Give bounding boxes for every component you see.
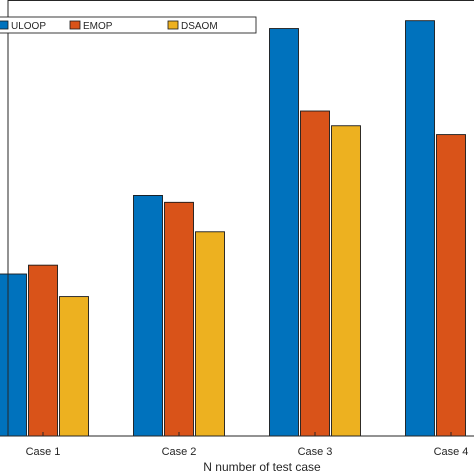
x-ticks: Case 1 Case 2 Case 3 Case 4 bbox=[26, 432, 469, 458]
bar-dsaom-case-1 bbox=[59, 296, 89, 437]
bar-emop-case-1 bbox=[28, 264, 58, 437]
legend-swatch-dsaom bbox=[167, 20, 179, 30]
bar-emop-case-2 bbox=[164, 201, 194, 437]
x-axis-label: N number of test case bbox=[203, 460, 321, 474]
x-tick-label: Case 2 bbox=[162, 446, 197, 458]
bar-uloop-case-2 bbox=[133, 195, 163, 437]
x-tick-label: Case 4 bbox=[434, 446, 469, 458]
axis-layer: Case 1 Case 2 Case 3 Case 4 bbox=[0, 0, 474, 458]
legend-box bbox=[0, 16, 257, 34]
legend-swatch-emop bbox=[69, 20, 81, 30]
legend-label-uloop: ULOOP bbox=[11, 21, 46, 32]
bar-emop-case-3 bbox=[300, 110, 330, 437]
x-tick-label: Case 3 bbox=[298, 446, 333, 458]
bar-uloop-case-3 bbox=[269, 28, 299, 437]
legend-swatch-uloop bbox=[0, 20, 9, 30]
bar-uloop-case-1 bbox=[0, 273, 27, 437]
bar-uloop-case-4 bbox=[405, 20, 435, 437]
bars-layer bbox=[0, 20, 466, 437]
x-tick-label: Case 1 bbox=[26, 446, 61, 458]
legend-label-dsaom: DSAOM bbox=[181, 21, 218, 32]
bar-emop-case-4 bbox=[436, 134, 466, 437]
legend-label-emop: EMOP bbox=[83, 21, 113, 32]
bar-dsaom-case-3 bbox=[331, 125, 361, 437]
legend: ULOOP EMOP DSAOM bbox=[0, 16, 257, 34]
bar-dsaom-case-2 bbox=[195, 231, 225, 437]
